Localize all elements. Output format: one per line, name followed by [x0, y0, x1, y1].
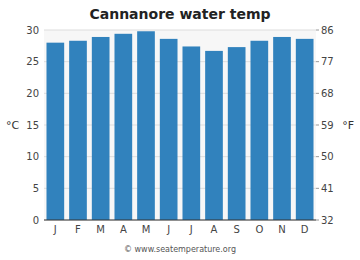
y2-tick-label: 86 [321, 25, 334, 36]
y-axis-label: °C [6, 119, 20, 132]
bar [182, 46, 200, 220]
y-tick-label: 15 [26, 120, 39, 131]
grid [44, 30, 316, 220]
y2-tick-label: 77 [321, 56, 334, 67]
bar [228, 47, 246, 220]
x-tick-label: A [211, 224, 218, 235]
grid-line [44, 220, 316, 221]
x-tick-label: J [189, 224, 193, 235]
grid-line [44, 30, 316, 31]
bar [137, 31, 155, 220]
bar [92, 37, 110, 220]
y2-axis-label: °F [342, 119, 354, 132]
y-tick-label: 25 [26, 56, 39, 67]
x-tick-label: S [233, 224, 239, 235]
bar [273, 37, 291, 220]
title: Cannanore water temp [89, 6, 270, 22]
y2-tick-label: 41 [321, 183, 334, 194]
y-tick-label: 0 [33, 215, 39, 226]
x-tick-label: D [301, 224, 309, 235]
bars [46, 31, 313, 220]
y2-tick-label: 50 [321, 151, 334, 162]
x-tick-label: J [53, 224, 57, 235]
x-tick-label: N [278, 224, 285, 235]
x-tick-label: J [166, 224, 170, 235]
y2-tick [316, 220, 319, 221]
y2-tick-label: 68 [321, 88, 334, 99]
bar [205, 51, 223, 220]
plot-area [44, 30, 316, 220]
x-tick-label: M [96, 224, 105, 235]
y2-tick [316, 61, 319, 62]
chart: 0 5 10 15 20 25 30 32 41 50 59 68 77 86 J F M A M J J A S O N D °C… [0, 0, 360, 260]
y2-tick-label: 59 [321, 120, 334, 131]
x-tick-label: M [142, 224, 151, 235]
y2-tick [316, 188, 319, 189]
x-tick-label: F [75, 224, 81, 235]
y2-tick-label: 32 [321, 215, 334, 226]
y2-tick [316, 156, 319, 157]
y2-tick [316, 125, 319, 126]
y-tick-label: 5 [33, 183, 39, 194]
y-tick-label: 20 [26, 88, 39, 99]
y-tick-label: 30 [26, 25, 39, 36]
bar [114, 34, 132, 220]
annotation: © www.seatemperature.org [124, 245, 236, 254]
bar [69, 41, 87, 220]
bar [46, 43, 64, 220]
x-tick-label: O [255, 224, 263, 235]
bar [250, 41, 268, 220]
bar [160, 39, 178, 220]
y-tick-label: 10 [26, 151, 39, 162]
x-tick-label: A [120, 224, 127, 235]
y2-tick [316, 30, 319, 31]
bar [296, 39, 314, 220]
x-axis [44, 220, 316, 221]
y2-tick [316, 93, 319, 94]
